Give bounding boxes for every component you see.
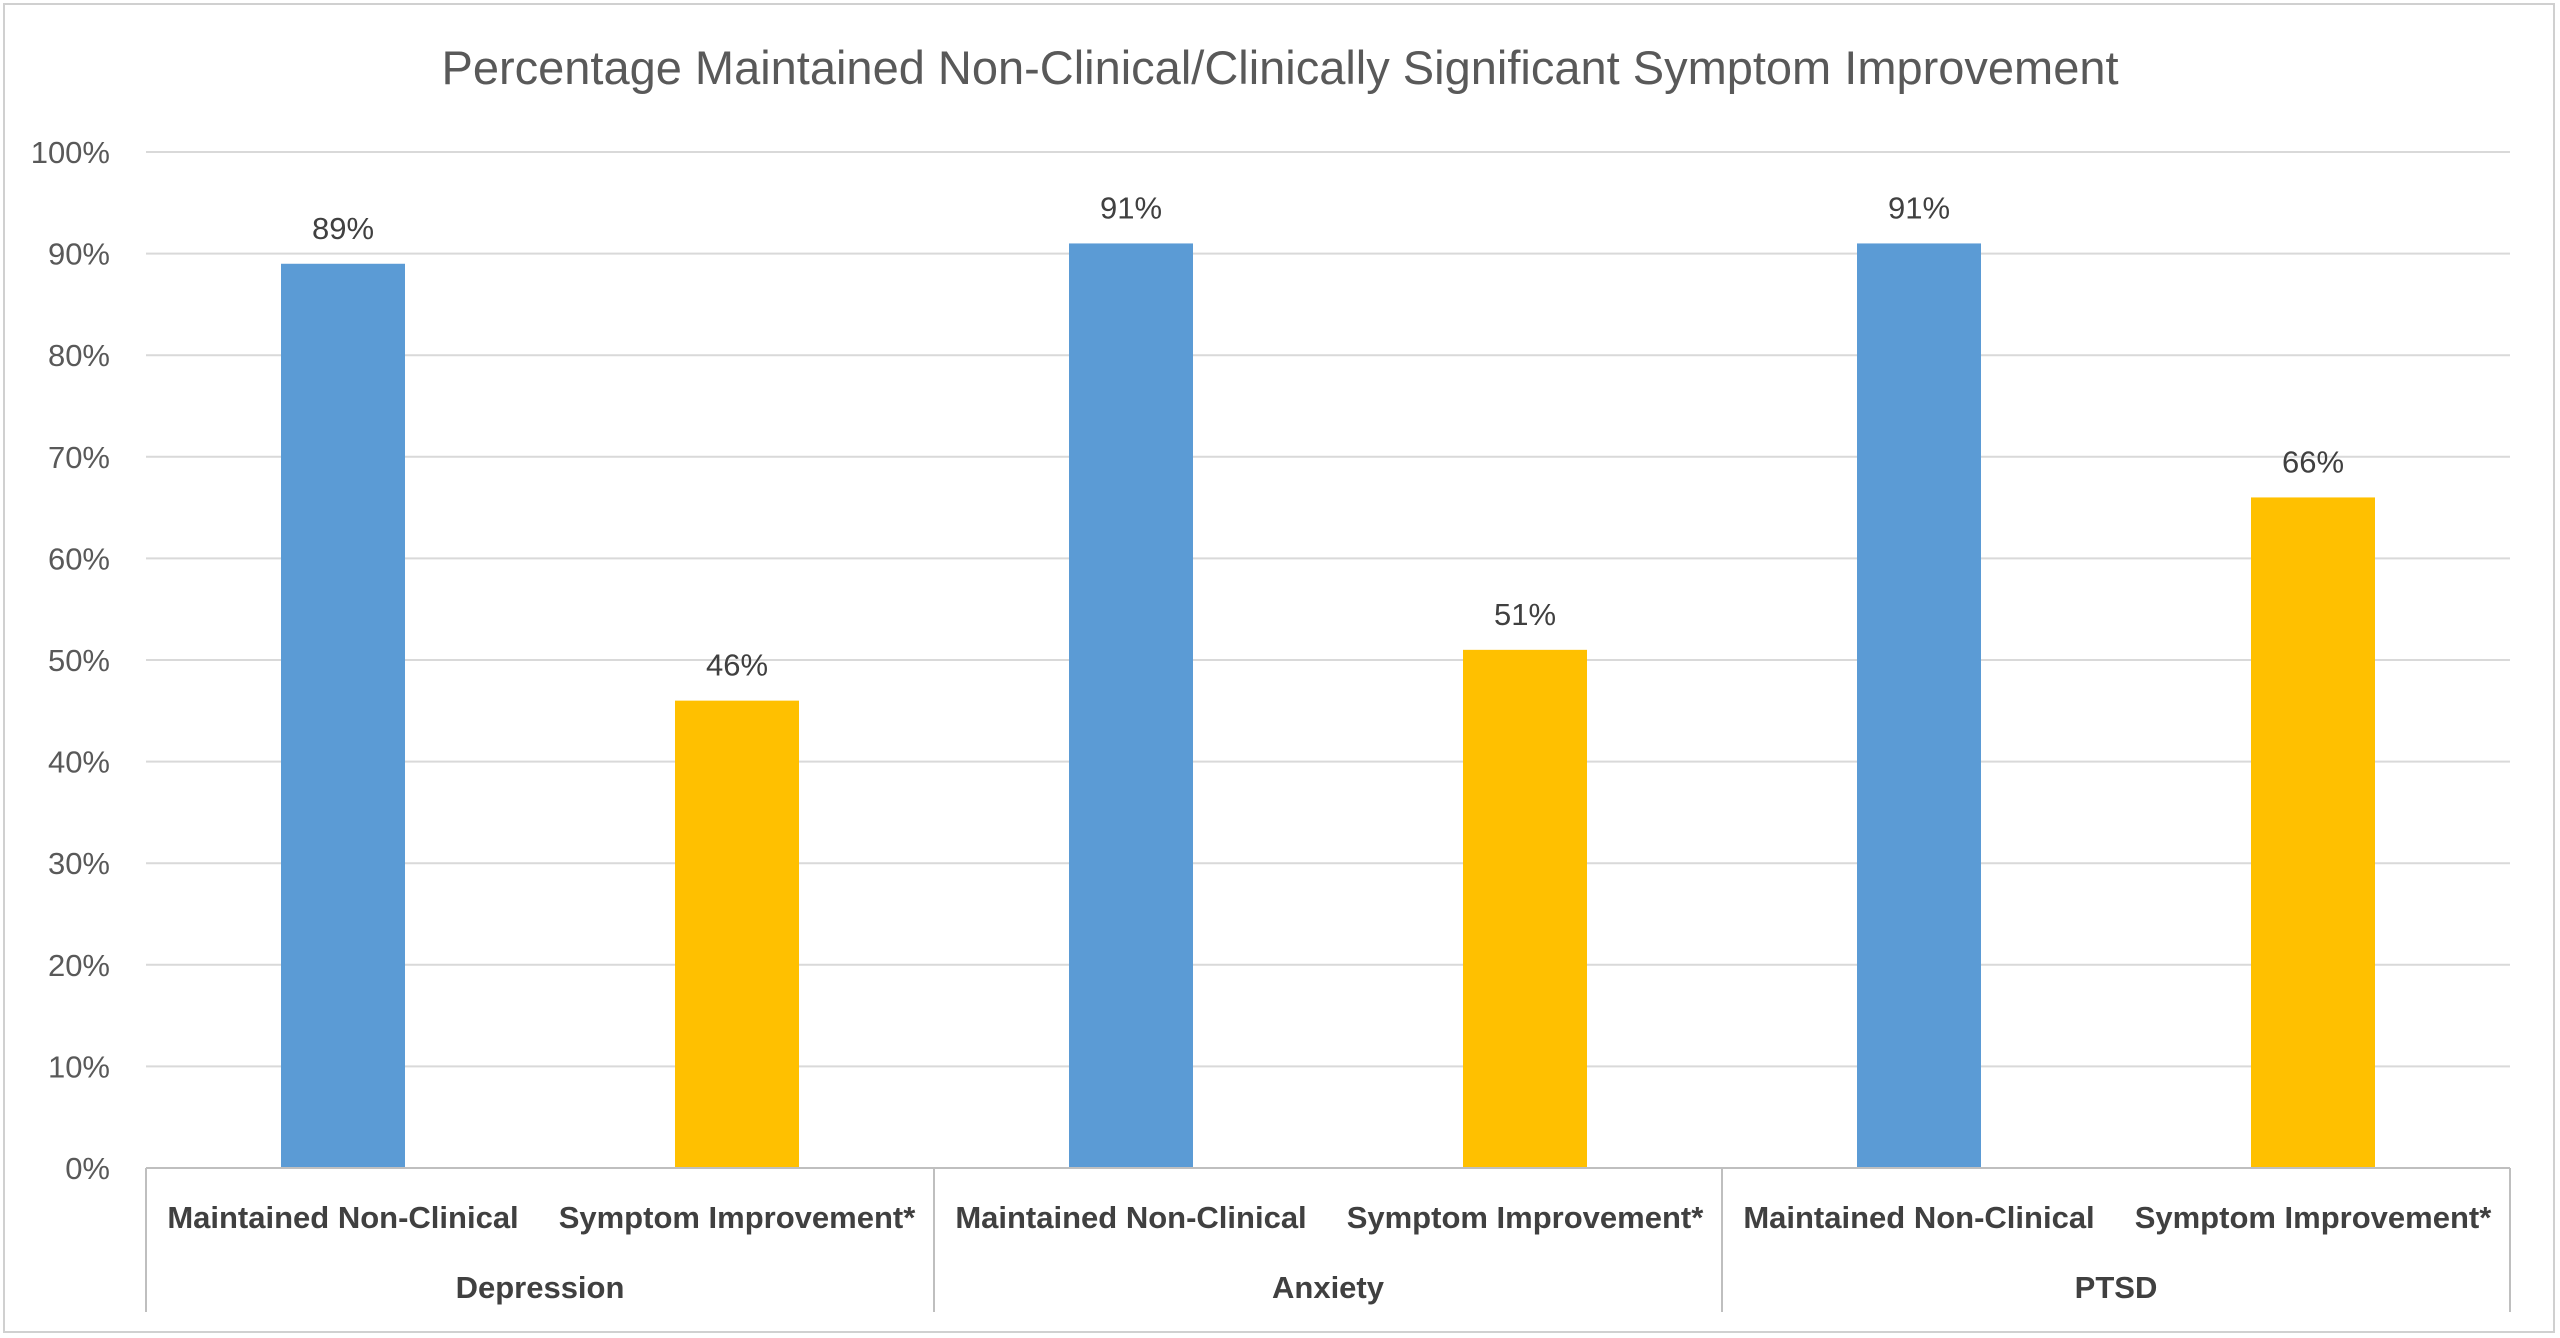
- y-tick-label: 100%: [31, 135, 110, 170]
- bars: [281, 243, 2375, 1168]
- bar: [1463, 649, 1587, 1168]
- y-tick-label: 80%: [48, 338, 110, 373]
- y-tick-label: 40%: [48, 745, 110, 780]
- category-label: Symptom Improvement*: [559, 1200, 917, 1235]
- data-label: 51%: [1494, 597, 1556, 632]
- group-label: Anxiety: [1272, 1270, 1385, 1305]
- bar: [675, 700, 799, 1168]
- data-label: 89%: [312, 211, 374, 246]
- category-label: Symptom Improvement*: [2135, 1200, 2493, 1235]
- chart-title: Percentage Maintained Non-Clinical/Clini…: [441, 41, 2118, 94]
- data-label: 66%: [2282, 444, 2344, 479]
- bar: [1857, 243, 1981, 1168]
- category-label: Maintained Non-Clinical: [1743, 1200, 2094, 1235]
- y-axis-ticks: 0% 10% 20% 30% 40% 50% 60% 70% 80% 90% 100%: [31, 135, 110, 1186]
- data-label: 46%: [706, 648, 768, 683]
- group-label: PTSD: [2075, 1270, 2158, 1305]
- y-tick-label: 0%: [65, 1151, 110, 1186]
- y-tick-label: 30%: [48, 846, 110, 881]
- group-label: Depression: [456, 1270, 625, 1305]
- y-tick-label: 90%: [48, 237, 110, 272]
- data-label: 91%: [1888, 190, 1950, 225]
- gridlines: [146, 151, 2510, 1068]
- x-axis: Maintained Non-Clinical Symptom Improveme…: [145, 1167, 2511, 1312]
- y-tick-label: 20%: [48, 948, 110, 983]
- category-label: Maintained Non-Clinical: [955, 1200, 1306, 1235]
- y-tick-label: 70%: [48, 440, 110, 475]
- category-label: Maintained Non-Clinical: [167, 1200, 518, 1235]
- data-label: 91%: [1100, 190, 1162, 225]
- y-tick-label: 50%: [48, 643, 110, 678]
- data-labels: 89% 46% 91% 51% 91% 66%: [312, 190, 2344, 682]
- bar: [281, 263, 405, 1168]
- bar: [2251, 497, 2375, 1168]
- y-tick-label: 10%: [48, 1049, 110, 1084]
- y-tick-label: 60%: [48, 541, 110, 576]
- bar: [1069, 243, 1193, 1168]
- chart-frame: [3, 3, 2555, 1333]
- category-label: Symptom Improvement*: [1347, 1200, 1705, 1235]
